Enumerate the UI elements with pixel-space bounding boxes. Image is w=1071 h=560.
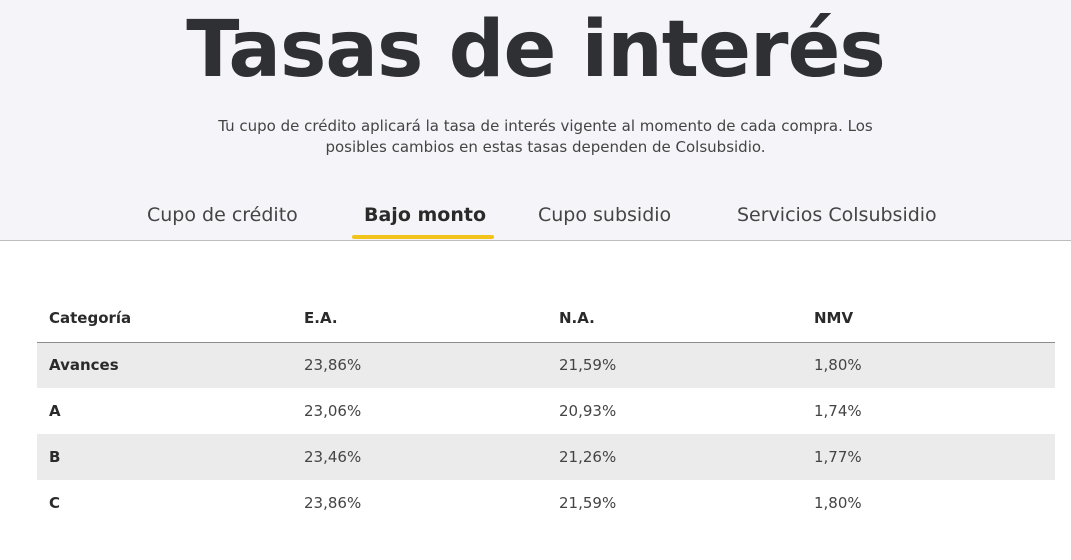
- row-nmv: 1,74%: [814, 402, 862, 420]
- row-nmv: 1,77%: [802, 434, 1055, 480]
- table-row: B 23,46% 21,26% 1,77%: [37, 434, 1055, 480]
- page-subtitle: Tu cupo de crédito aplicará la tasa de i…: [170, 116, 921, 158]
- table-row: C 23,86% 21,59% 1,80%: [37, 480, 1055, 526]
- tab-cupo-de-credito[interactable]: Cupo de crédito: [147, 204, 298, 226]
- row-na: 21,26%: [547, 434, 802, 480]
- hero-section: [0, 0, 1071, 240]
- row-nmv: 1,80%: [814, 494, 862, 512]
- row-na: 21,59%: [559, 494, 617, 512]
- column-header-nmv: NMV: [802, 295, 1055, 343]
- subtitle-line-2: posibles cambios en estas tasas dependen…: [325, 138, 766, 156]
- row-ea: 23,46%: [292, 434, 547, 480]
- row-category: B: [37, 434, 292, 480]
- row-ea: 23,86%: [304, 494, 362, 512]
- column-header-na: N.A.: [547, 295, 802, 343]
- row-category: C: [49, 494, 61, 512]
- active-tab-indicator: [352, 235, 494, 239]
- subtitle-line-1: Tu cupo de crédito aplicará la tasa de i…: [218, 117, 873, 135]
- table-row: A 23,06% 20,93% 1,74%: [37, 388, 1055, 434]
- row-nmv: 1,80%: [802, 342, 1055, 388]
- tab-bajo-monto[interactable]: Bajo monto: [364, 204, 486, 226]
- row-category: A: [49, 402, 61, 420]
- column-header-categoria: Categoría: [37, 295, 292, 343]
- row-ea: 23,86%: [292, 342, 547, 388]
- row-category: Avances: [37, 342, 292, 388]
- tab-servicios-colsubsidio[interactable]: Servicios Colsubsidio: [737, 204, 937, 226]
- page-title: Tasas de interés: [186, 5, 886, 95]
- row-ea: 23,06%: [304, 402, 362, 420]
- column-header-ea: E.A.: [292, 295, 547, 343]
- table-header-row: Categoría E.A. N.A. NMV: [37, 295, 1055, 343]
- table-row: Avances 23,86% 21,59% 1,80%: [37, 342, 1055, 388]
- row-na: 20,93%: [559, 402, 617, 420]
- row-na: 21,59%: [547, 342, 802, 388]
- rates-table: Categoría E.A. N.A. NMV Avances 23,86% 2…: [37, 295, 1055, 526]
- rate-tabs: Cupo de crédito Bajo monto Cupo subsidio…: [0, 196, 1071, 240]
- tab-cupo-subsidio[interactable]: Cupo subsidio: [538, 204, 672, 226]
- tabs-divider: [0, 240, 1071, 241]
